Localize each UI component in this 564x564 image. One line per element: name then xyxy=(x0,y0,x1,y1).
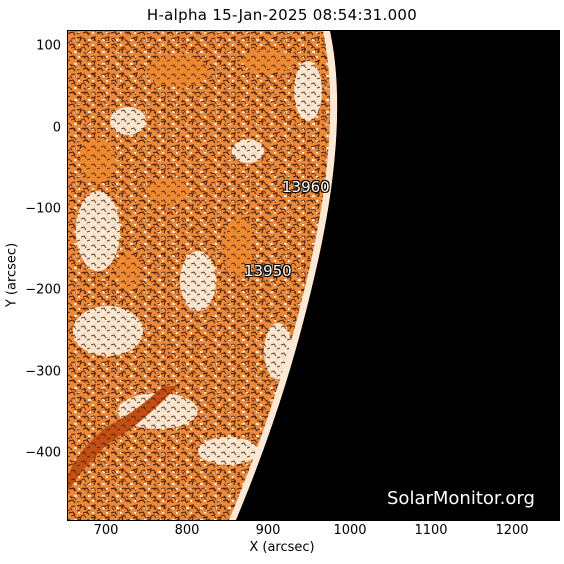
x-tick-label: 900 xyxy=(255,523,281,538)
watermark: SolarMonitor.org xyxy=(387,488,535,509)
solar-disk-image xyxy=(68,31,559,520)
plot-title: H-alpha 15-Jan-2025 08:54:31.000 xyxy=(146,6,418,24)
x-tick-label: 700 xyxy=(93,523,119,538)
region-label-13960: 13960 xyxy=(282,178,330,196)
x-tick-label: 800 xyxy=(174,523,200,538)
solar-image-frame xyxy=(67,30,560,521)
y-tick-label: 0 xyxy=(52,120,61,136)
y-tick-label: 100 xyxy=(36,38,61,54)
y-axis-label: Y (arcsec) xyxy=(4,242,20,308)
y-tick-label: −200 xyxy=(25,282,61,298)
x-tick-label: 1000 xyxy=(333,523,367,538)
y-tick-label: −300 xyxy=(25,364,61,380)
y-tick-label: −100 xyxy=(25,201,61,217)
x-tick-label: 1200 xyxy=(495,523,529,538)
x-tick-label: 1100 xyxy=(414,523,448,538)
region-label-13950: 13950 xyxy=(244,262,292,280)
y-tick-label: −400 xyxy=(25,445,61,461)
x-axis-label: X (arcsec) xyxy=(249,540,315,555)
